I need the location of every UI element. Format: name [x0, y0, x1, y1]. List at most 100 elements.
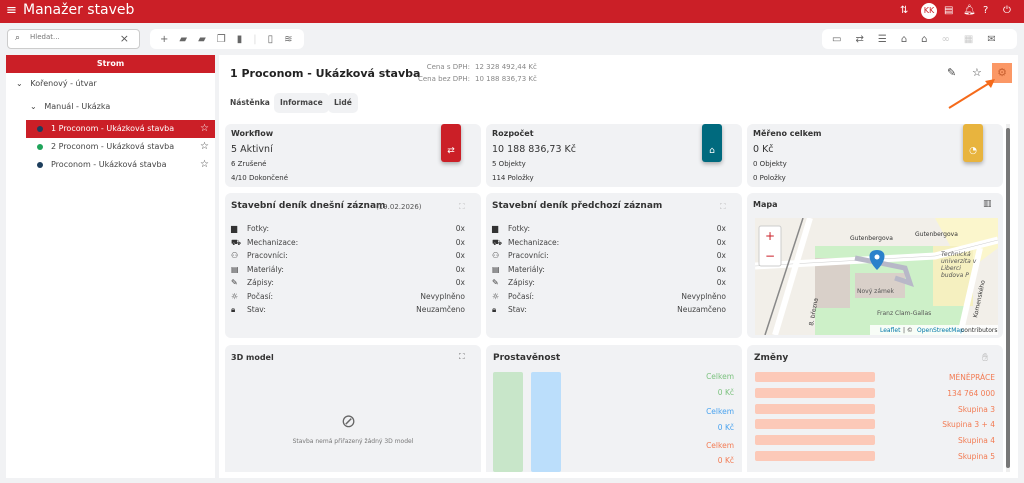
- progress-card: Prostavěnost Celkem 0 Kč Celkem 0 Kč Cel…: [486, 345, 742, 472]
- star-icon[interactable]: ☆: [200, 123, 209, 134]
- logout-icon[interactable]: ⏻: [1003, 5, 1011, 16]
- budget-card[interactable]: Rozpočet 10 188 836,73 Kč 5 Objekty 114 …: [486, 124, 742, 187]
- sort-icon[interactable]: ⇅: [900, 5, 909, 16]
- leaflet-link[interactable]: Leaflet: [880, 327, 901, 334]
- clear-icon[interactable]: ×: [119, 32, 129, 45]
- link-icon: ∞: [941, 33, 950, 45]
- monitor-icon[interactable]: ▭: [832, 33, 842, 45]
- tree-item-1[interactable]: 1 Proconom - Ukázková stavba ☆: [26, 120, 215, 138]
- home-icon[interactable]: ⌂: [921, 33, 928, 45]
- row-value: 0x: [716, 264, 726, 274]
- arrow-annotation: [948, 79, 995, 109]
- tree-item-label: 2 Proconom - Ukázková stavba: [51, 142, 175, 151]
- map-card: Mapa ▥ + − Gutenbergova Gutenbergova Nov…: [747, 193, 1003, 338]
- mail-icon[interactable]: ✉: [987, 33, 996, 45]
- changes-card: Změny ✋︎ MÉNĚPRÁCE 134 764 000 Skupina 3 Sk…: [747, 345, 1003, 472]
- diary-row: ⚇ Pracovníci: 0x: [492, 251, 726, 264]
- map-label: Franz Clam-Gallas: [877, 310, 931, 317]
- pencil-icon: ✎: [231, 278, 238, 287]
- row-label: Fotky:: [247, 224, 270, 233]
- zoom-in-button[interactable]: +: [765, 229, 775, 243]
- row-value: 0x: [455, 264, 465, 274]
- diary-today-card[interactable]: Stavební deník dnešní záznam (19.02.2026…: [225, 193, 481, 338]
- expand-icon[interactable]: ⛶: [459, 202, 465, 211]
- street-label: Gutenbergova: [915, 231, 958, 238]
- star-icon[interactable]: ☆: [200, 159, 209, 170]
- database-icon[interactable]: ≋: [284, 33, 293, 45]
- delete-icon[interactable]: ▮: [236, 33, 243, 45]
- workflow-completed: 4/10 Dokončené: [231, 174, 289, 182]
- diary-row: ☼ Počasí: Nevyplněno: [231, 292, 465, 305]
- card-title: Měřeno celkem: [753, 129, 822, 138]
- tab-informace[interactable]: Informace: [274, 93, 329, 113]
- map-view[interactable]: + − Gutenbergova Gutenbergova Nový zámek…: [755, 218, 998, 335]
- change-bar: [755, 387, 875, 398]
- measured-total: 0 Kč: [753, 144, 774, 155]
- document-icon[interactable]: ▤: [944, 5, 954, 16]
- checklist-icon[interactable]: ☰: [877, 33, 887, 45]
- scrollbar[interactable]: [1006, 124, 1010, 472]
- app-header: ≡ Manažer staveb ⇅ KK ▤ 🔔︎ ? ⏻: [0, 0, 1024, 23]
- tab-lide[interactable]: Lidé: [328, 93, 358, 113]
- truck-icon: ⛟: [231, 237, 242, 247]
- copy-icon[interactable]: ❐: [216, 33, 226, 45]
- tab-nastenka[interactable]: Nástěnka: [224, 93, 276, 113]
- add-icon[interactable]: +: [160, 33, 169, 45]
- row-label: Pracovníci:: [508, 251, 549, 260]
- map-icon[interactable]: ▥: [983, 199, 992, 209]
- weather-sun-icon: ☼: [492, 291, 500, 301]
- card-title: Stavební deník předchozí záznam: [492, 201, 663, 211]
- image-icon: ▆: [492, 224, 499, 233]
- tree-item-3[interactable]: Proconom - Ukázková stavba ☆: [26, 156, 215, 174]
- weather-sun-icon: ☼: [231, 291, 239, 301]
- price-novat-label: Cena bez DPH:: [417, 75, 470, 83]
- row-label: Mechanizace:: [508, 237, 560, 247]
- diary-row: ▆ Fotky: 0x: [492, 224, 726, 237]
- workflow-cancelled: 6 Zrušené: [231, 160, 267, 168]
- progress-bar-green: [493, 372, 523, 472]
- export-icon[interactable]: ▯: [267, 33, 274, 45]
- workflow-icon[interactable]: ⇄: [855, 33, 864, 45]
- diary-row: ⛟ Mechanizace: 0x: [231, 238, 465, 251]
- measured-card[interactable]: Měřeno celkem 0 Kč 0 Objekty 0 Položky ◔: [747, 124, 1003, 187]
- lock-icon: 🔒︎: [492, 305, 497, 314]
- tree-item-2[interactable]: 2 Proconom - Ukázková stavba ☆: [26, 138, 215, 156]
- search-box[interactable]: ⌕ ×: [7, 29, 140, 49]
- price-novat: 10 188 836,73 Kč: [475, 75, 537, 83]
- row-label: Fotky:: [508, 224, 531, 233]
- bank-icon[interactable]: ⌂: [900, 33, 908, 45]
- avatar[interactable]: KK: [921, 3, 937, 19]
- zoom-out-button[interactable]: −: [765, 249, 775, 263]
- workflow-card[interactable]: Workflow 5 Aktivní 6 Zrušené 4/10 Dokonč…: [225, 124, 481, 187]
- tree-node-root[interactable]: ⌄ Kořenový - útvar: [16, 79, 97, 88]
- tree-node-sub[interactable]: ⌄ Manuál - Ukázka: [30, 102, 111, 111]
- fullscreen-icon[interactable]: ⛶: [459, 352, 465, 361]
- osm-link[interactable]: OpenStreetMap: [917, 327, 964, 334]
- diary-row: ▤ Materiály: 0x: [231, 265, 465, 278]
- settings-gear-button[interactable]: ⚙: [992, 63, 1012, 83]
- row-label: Pracovníci:: [247, 251, 288, 260]
- move-folder-icon[interactable]: ▰: [198, 33, 206, 45]
- star-icon[interactable]: ☆: [972, 66, 982, 79]
- star-icon[interactable]: ☆: [200, 141, 209, 152]
- row-label: Mechanizace:: [247, 237, 299, 247]
- search-input[interactable]: [30, 33, 120, 41]
- change-label: Skupina 3 + 4: [942, 420, 995, 430]
- add-folder-icon[interactable]: ▰: [179, 33, 188, 45]
- row-label: Počasí:: [247, 291, 274, 301]
- image-icon: ▆: [231, 224, 238, 233]
- map-marker-icon[interactable]: [869, 250, 885, 270]
- expand-icon[interactable]: ⛶: [720, 202, 726, 211]
- help-icon[interactable]: ?: [983, 5, 989, 16]
- tree-node-label: Kořenový - útvar: [30, 79, 97, 88]
- diary-prev-card[interactable]: Stavební deník předchozí záznam ⛶ ▆ Fotky…: [486, 193, 742, 338]
- bell-icon[interactable]: 🔔︎: [963, 5, 976, 16]
- hamburger-menu-icon[interactable]: ≡: [6, 3, 17, 18]
- tree-toolbar: + ▰ ▰ ❐ ▮ | ▯ ≋: [150, 29, 304, 49]
- row-value: 0x: [455, 251, 465, 260]
- budget-objects: 5 Objekty: [492, 160, 526, 168]
- hand-icon[interactable]: ✋︎: [982, 351, 989, 364]
- workflow-active: 5 Aktivní: [231, 144, 273, 155]
- edit-icon[interactable]: ✎: [947, 66, 957, 79]
- row-value: Neuzamčeno: [416, 305, 465, 314]
